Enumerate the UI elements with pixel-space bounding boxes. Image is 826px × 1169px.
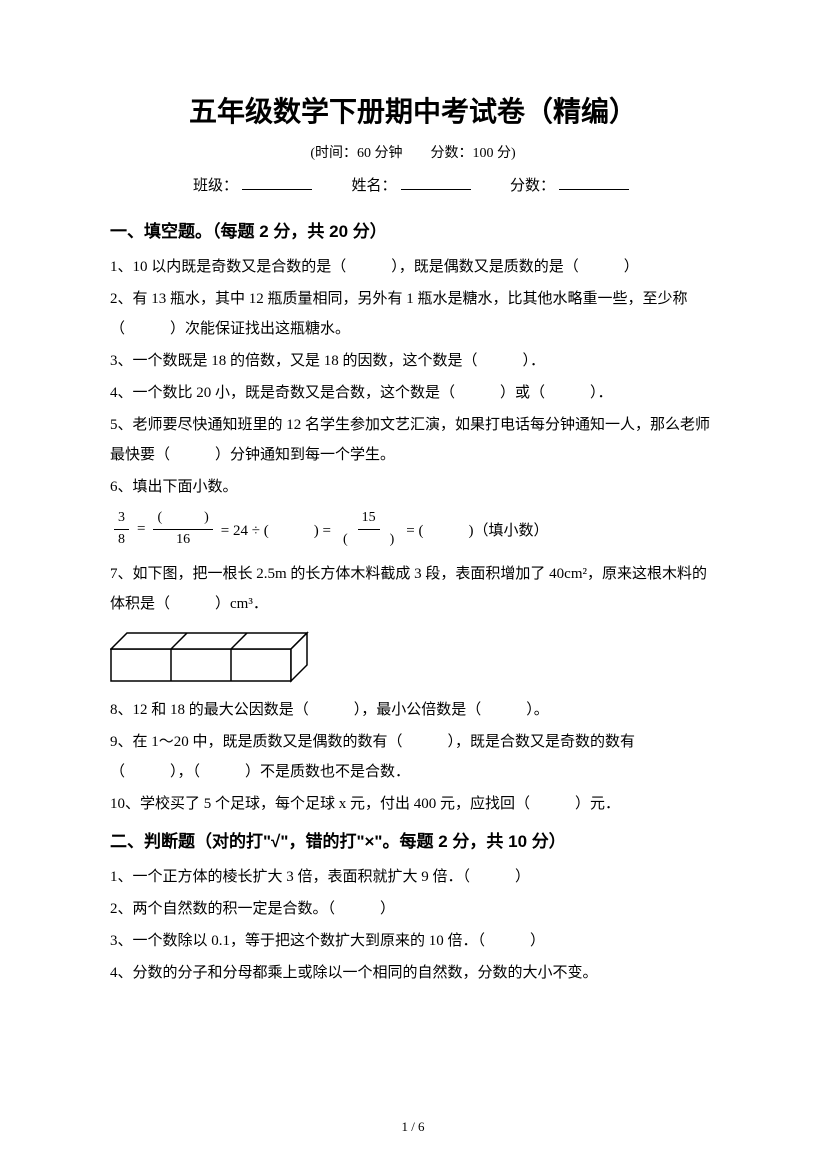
name-label: 姓名： — [351, 178, 396, 194]
exam-title: 五年级数学下册期中考试卷（精编） — [110, 90, 716, 130]
s2-q2: 2、两个自然数的积一定是合数。（ ） — [110, 894, 716, 924]
exam-subtitle: (时间：60 分钟 分数：100 分) — [110, 142, 716, 162]
s1-q5: 5、老师要尽快通知班里的 12 名学生参加文艺汇演，如果打电话每分钟通知一人，那… — [110, 410, 716, 470]
s2-q4: 4、分数的分子和分母都乘上或除以一个相同的自然数，分数的大小不变。 — [110, 958, 716, 988]
meta-row: 班级： 姓名： 分数： — [110, 174, 716, 195]
cuboid-diagram — [110, 629, 716, 683]
s2-q3: 3、一个数除以 0.1，等于把这个数扩大到原来的 10 倍．（ ） — [110, 926, 716, 956]
class-label: 班级： — [193, 178, 238, 194]
score-label: 分数： — [510, 178, 555, 194]
fraction-3: 15 ( ) — [339, 510, 398, 549]
s1-q1: 1、10 以内既是奇数又是合数的是（ ），既是偶数又是质数的是（ ） — [110, 252, 716, 282]
s1-q4: 4、一个数比 20 小，既是奇数又是合数，这个数是（ ）或（ ）． — [110, 378, 716, 408]
name-blank — [401, 176, 471, 190]
fraction-1: 3 8 — [114, 510, 129, 549]
page-number: 1 / 6 — [0, 1119, 826, 1135]
score-blank — [559, 176, 629, 190]
s1-q6-lead: 6、填出下面小数。 — [110, 472, 716, 502]
s1-q9: 9、在 1～20 中，既是质数又是偶数的数有（ ），既是合数又是奇数的数有（ ）… — [110, 727, 716, 787]
fraction-2: ( ) 16 — [153, 510, 212, 549]
section1-heading: 一、填空题。（每题 2 分，共 20 分） — [110, 217, 716, 242]
class-blank — [242, 176, 312, 190]
s1-q2: 2、有 13 瓶水，其中 12 瓶质量相同，另外有 1 瓶水是糖水，比其他水略重… — [110, 284, 716, 344]
s1-q6-equation: 3 8 = ( ) 16 = 24 ÷ ( ) = 15 ( ) = ( )（填… — [110, 510, 716, 549]
s1-q3: 3、一个数既是 18 的倍数，又是 18 的因数，这个数是（ ）． — [110, 346, 716, 376]
s1-q7: 7、如下图，把一根长 2.5m 的长方体木料截成 3 段，表面积增加了 40cm… — [110, 559, 716, 619]
s2-q1: 1、一个正方体的棱长扩大 3 倍，表面积就扩大 9 倍．（ ） — [110, 862, 716, 892]
s1-q10: 10、学校买了 5 个足球，每个足球 x 元，付出 400 元，应找回（ ）元． — [110, 789, 716, 819]
s1-q8: 8、12 和 18 的最大公因数是（ ），最小公倍数是（ ）。 — [110, 695, 716, 725]
section2-heading: 二、判断题（对的打"√"，错的打"×"。每题 2 分，共 10 分） — [110, 827, 716, 852]
